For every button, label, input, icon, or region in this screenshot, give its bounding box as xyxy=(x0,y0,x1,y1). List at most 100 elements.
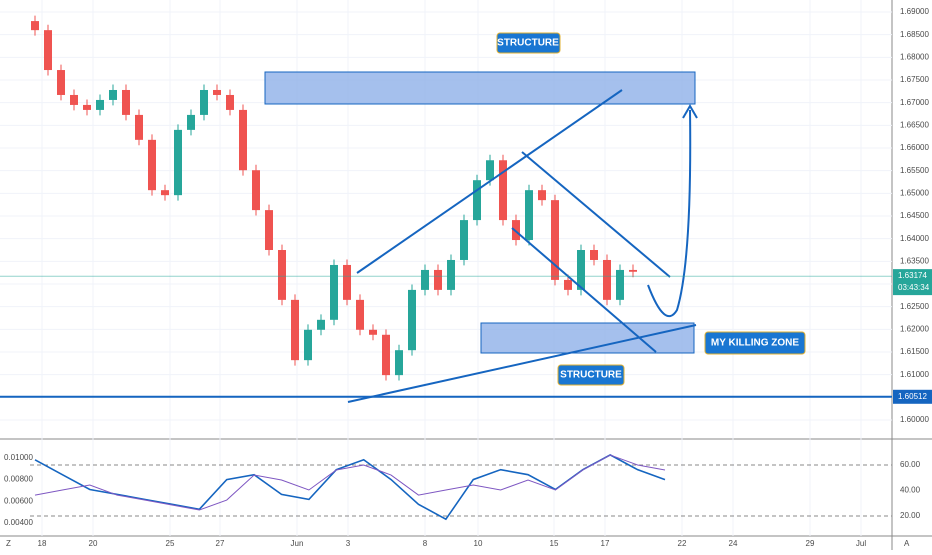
x-tick-label: 17 xyxy=(601,539,610,548)
y2-tick-label: 20.00 xyxy=(900,511,921,520)
y-tick-label: 1.63500 xyxy=(900,256,929,265)
channel-line xyxy=(511,227,657,353)
y-tick-label: 1.69000 xyxy=(900,7,929,16)
label-box xyxy=(496,32,561,54)
candle-body xyxy=(291,299,299,361)
y-tick-label: 1.68500 xyxy=(900,30,929,39)
candle-body xyxy=(200,89,208,115)
candle-body xyxy=(629,269,637,272)
y-tick-label: 1.67000 xyxy=(900,98,929,107)
candle-body xyxy=(31,21,39,31)
candle-body xyxy=(421,269,429,290)
candle-body xyxy=(317,319,325,330)
y-tick-label: 1.60000 xyxy=(900,415,929,424)
channel-line xyxy=(521,151,671,278)
label-box xyxy=(557,364,625,386)
candle-body xyxy=(512,220,520,241)
y-tick-label: 1.62000 xyxy=(900,324,929,333)
candle-body xyxy=(83,104,91,110)
x-tick-label: 24 xyxy=(729,539,738,548)
candle-body xyxy=(135,114,143,140)
candle-body xyxy=(369,329,377,335)
candle-body xyxy=(122,89,130,115)
annotation: MY KILLING ZONE xyxy=(711,338,799,349)
corner-label: A xyxy=(904,539,910,548)
candle-body xyxy=(395,350,403,376)
y-tick-label: 1.64000 xyxy=(900,234,929,243)
candle-body xyxy=(44,30,52,71)
y-tick-label: 0.00600 xyxy=(4,496,33,505)
candle-body xyxy=(499,160,507,221)
projection-path xyxy=(647,109,692,317)
candle-body xyxy=(278,250,286,300)
price-tag-label: 1.60512 xyxy=(898,392,927,401)
candle-body xyxy=(187,114,195,130)
y-tick-label: 1.66000 xyxy=(900,143,929,152)
candle-body xyxy=(538,190,546,201)
y-tick-label: 1.65000 xyxy=(900,188,929,197)
y2-tick-label: 40.00 xyxy=(900,486,921,495)
candle-body xyxy=(486,160,494,181)
y-tick-label: 0.01000 xyxy=(4,453,33,462)
y-tick-label: 1.68000 xyxy=(900,52,929,61)
candle-body xyxy=(161,190,169,196)
x-tick-label: 10 xyxy=(474,539,483,548)
y-tick-label: 1.61000 xyxy=(900,370,929,379)
x-tick-label: 20 xyxy=(89,539,98,548)
candle-body xyxy=(109,89,117,100)
x-tick-label: 8 xyxy=(423,539,428,548)
candle-body xyxy=(382,334,390,376)
label-box xyxy=(704,331,806,355)
candle-body xyxy=(252,170,260,211)
candle-body xyxy=(447,259,455,290)
marks xyxy=(31,15,637,381)
candle-body xyxy=(473,180,481,221)
y-tick-label: 1.62500 xyxy=(900,302,929,311)
x-tick-label: 29 xyxy=(806,539,815,548)
candle-body xyxy=(265,210,273,251)
x-tick-label: 3 xyxy=(346,539,351,548)
candle-body xyxy=(330,264,338,320)
x-tick-label: 27 xyxy=(216,539,225,548)
candle-body xyxy=(213,89,221,95)
candle-body xyxy=(226,94,234,110)
annotation: STRUCTURE xyxy=(497,38,559,49)
x-tick-label: 22 xyxy=(678,539,687,548)
candle-body xyxy=(174,129,182,196)
price-tag xyxy=(893,389,932,404)
y-tick-label: 1.66500 xyxy=(900,120,929,129)
candle-body xyxy=(70,94,78,105)
candle-body xyxy=(616,269,624,300)
x-tick-label: Jun xyxy=(291,539,304,548)
candle-body xyxy=(590,250,598,260)
y2-tick-label: 60.00 xyxy=(900,460,921,469)
x-tick-label: Jul xyxy=(856,539,866,548)
candle-body xyxy=(460,220,468,260)
y-tick-label: 1.67500 xyxy=(900,75,929,84)
candle-body xyxy=(603,259,611,300)
y-tick-label: 1.65500 xyxy=(900,166,929,175)
candle-body xyxy=(96,99,104,110)
candle-body xyxy=(577,250,585,290)
y-tick-label: 1.64500 xyxy=(900,211,929,220)
structure-zone xyxy=(264,71,696,105)
arrow-head xyxy=(682,104,698,119)
candle-body xyxy=(148,139,156,191)
y-tick-label: 0.00800 xyxy=(4,475,33,484)
annotation: STRUCTURE xyxy=(560,370,622,381)
price-tag-label: 1.63174 xyxy=(898,271,927,280)
candle-body xyxy=(564,279,572,290)
countdown-label: 03:43:34 xyxy=(898,283,930,292)
candle-body xyxy=(304,329,312,361)
candle-body xyxy=(525,190,533,241)
trendline xyxy=(347,324,697,403)
x-tick-label: 18 xyxy=(38,539,47,548)
candle-body xyxy=(343,264,351,300)
candle-body xyxy=(57,70,65,95)
y-tick-label: 1.61500 xyxy=(900,347,929,356)
oscillator-line xyxy=(34,454,666,511)
candle-body xyxy=(356,299,364,330)
x-tick-label: 25 xyxy=(166,539,175,548)
candle-body xyxy=(239,109,247,171)
